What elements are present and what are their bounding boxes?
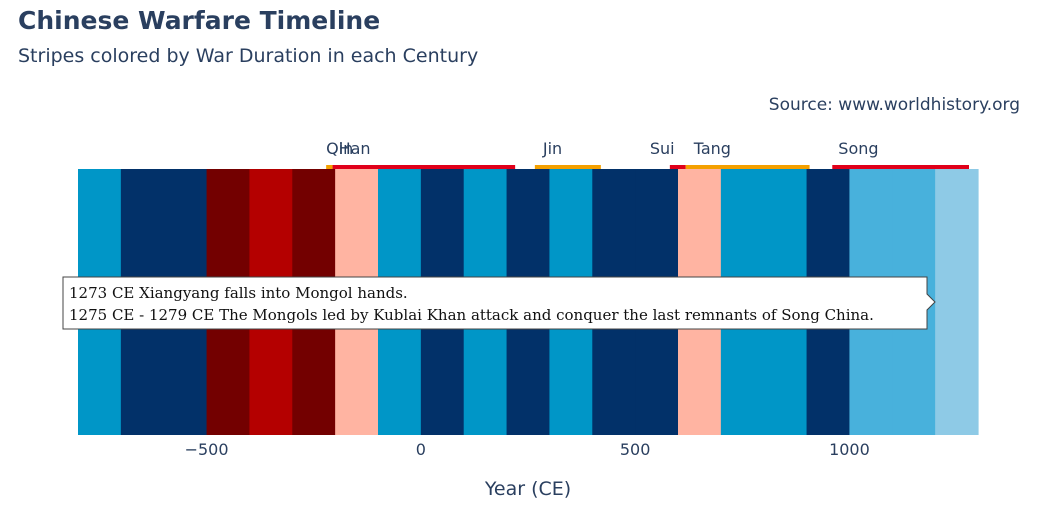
tooltip-line-2: 1275 CE - 1279 CE The Mongols led by Kub… (69, 306, 874, 324)
dynasty-label-han: Han (339, 139, 371, 158)
dynasty-bar-jin[interactable] (534, 165, 601, 169)
tooltip-line-1: 1273 CE Xiangyang falls into Mongol hand… (69, 284, 408, 302)
x-tick-label: 1000 (829, 440, 870, 459)
dynasty-bar-sui[interactable] (669, 165, 686, 169)
source-annotation: Source: www.worldhistory.org (769, 95, 1020, 115)
hover-tooltip: 1273 CE Xiangyang falls into Mongol hand… (62, 276, 936, 330)
x-axis-title: Year (CE) (484, 478, 571, 500)
stripe-20[interactable] (935, 169, 979, 435)
x-tick-label: 500 (620, 440, 651, 459)
dynasty-bar-qin[interactable] (326, 165, 333, 169)
dynasty-label-song: Song (838, 139, 878, 158)
dynasty-label-sui: Sui (650, 139, 675, 158)
dynasty-bar-song[interactable] (832, 165, 969, 169)
x-tick-label: 0 (416, 440, 426, 459)
dynasty-bar-han[interactable] (332, 165, 516, 169)
chart-title: Chinese Warfare Timeline (18, 6, 380, 35)
dynasty-label-tang: Tang (693, 139, 731, 158)
dynasty-label-qin: Qin (326, 139, 353, 158)
chart-subtitle: Stripes colored by War Duration in each … (18, 45, 478, 67)
x-tick-label: −500 (185, 440, 229, 459)
tooltip-box (62, 276, 936, 330)
x-axis-ticks: −500 0 500 1000 (185, 440, 870, 459)
dynasty-bar-tang[interactable] (685, 165, 810, 169)
dynasty-label-jin: Jin (542, 139, 562, 158)
